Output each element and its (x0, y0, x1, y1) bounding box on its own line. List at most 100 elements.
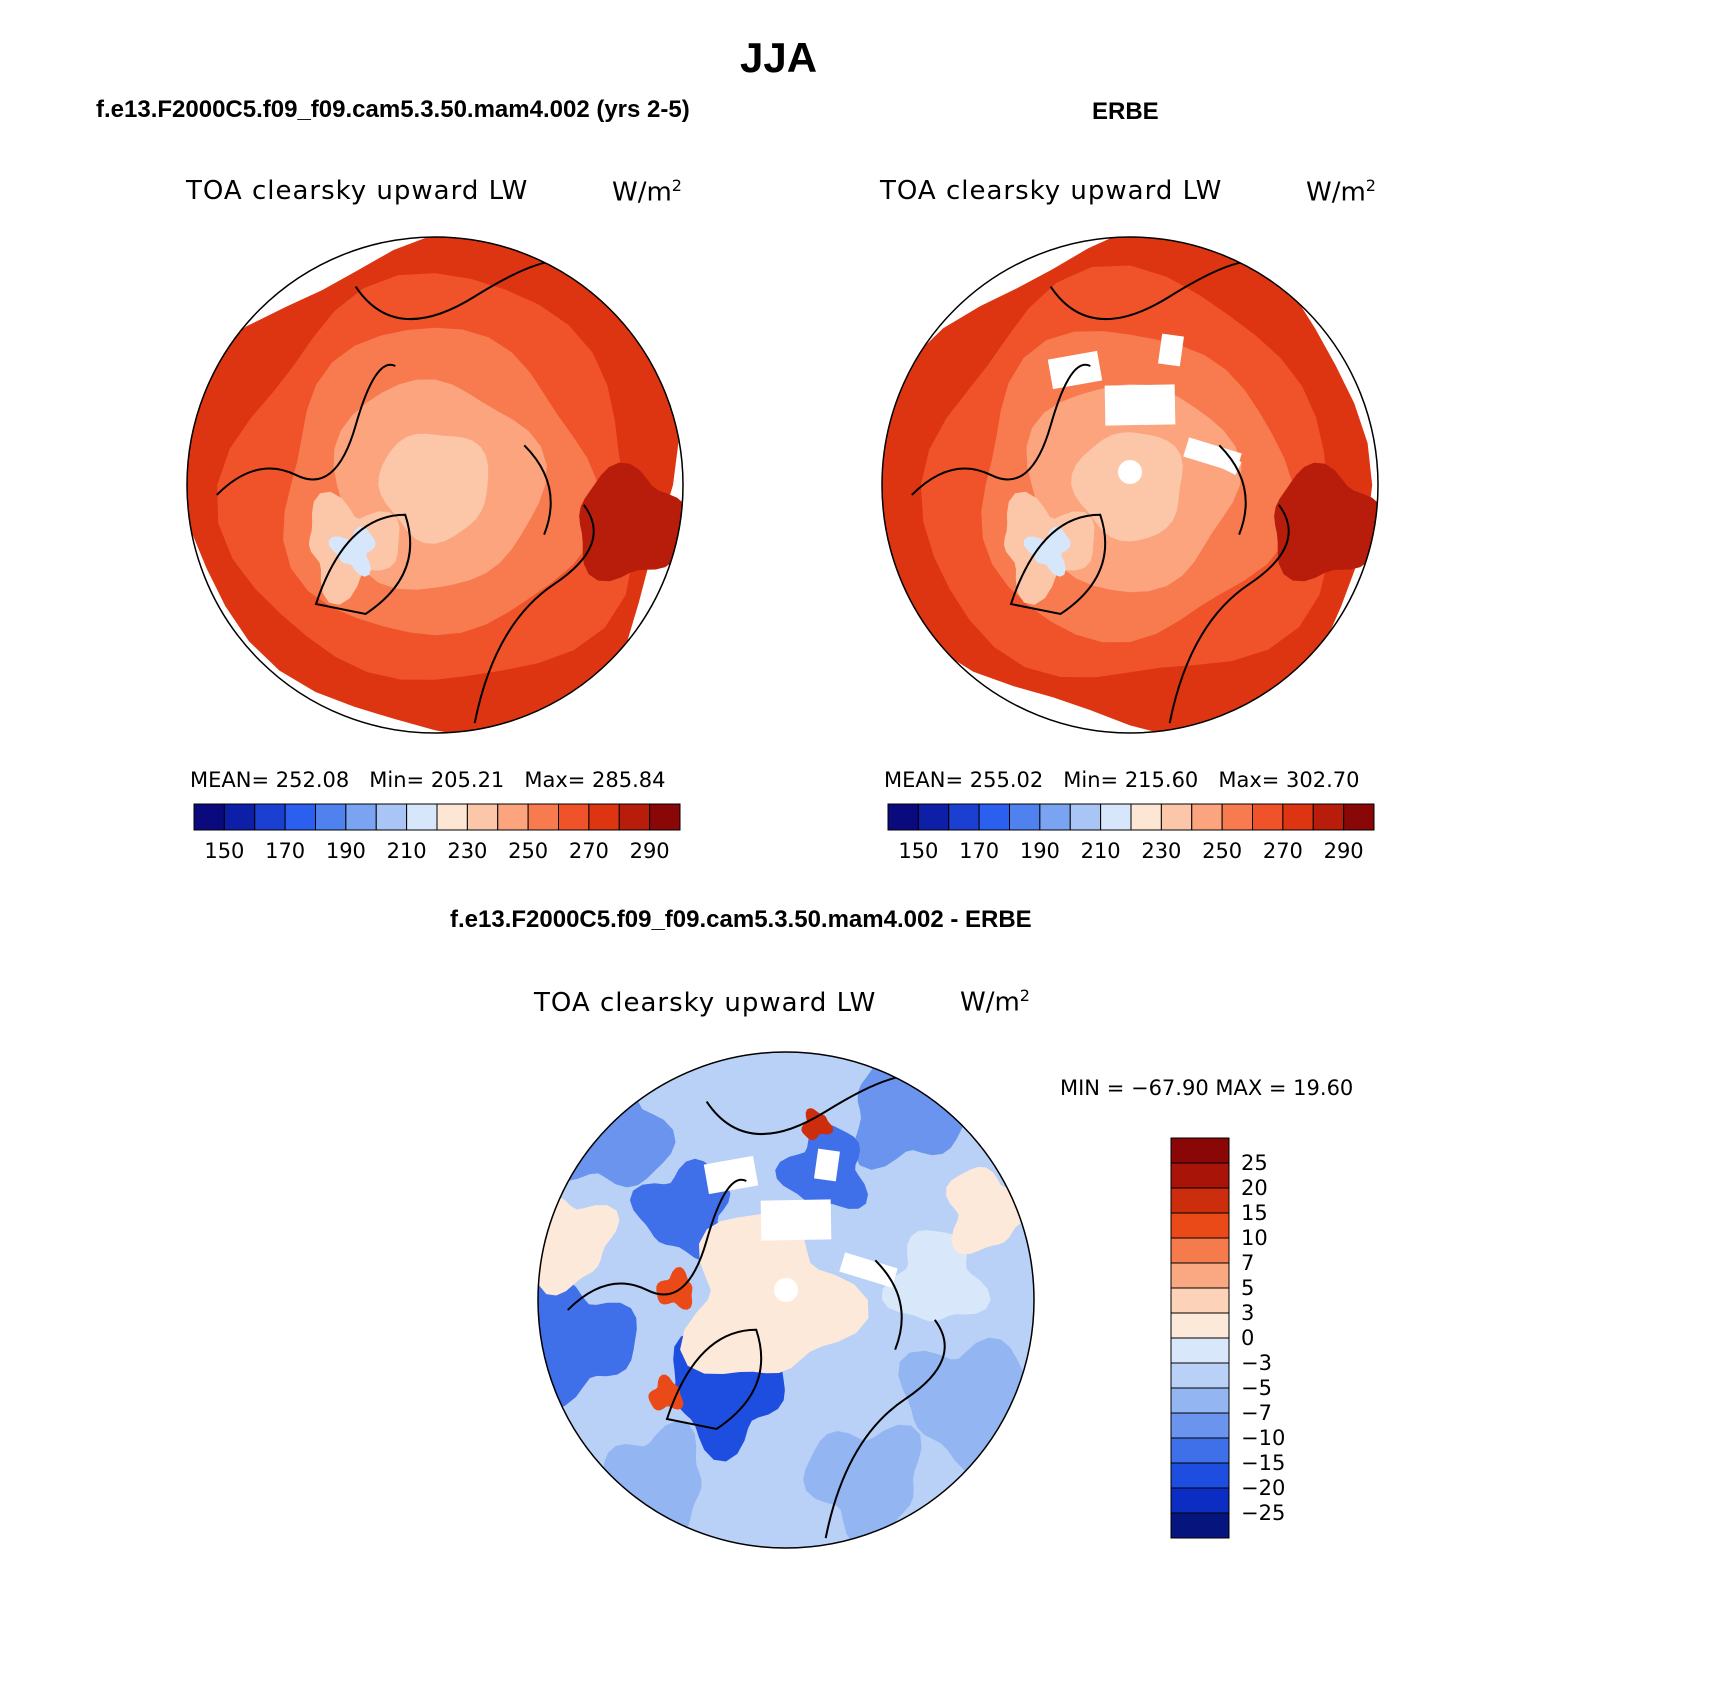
panel3-colorbar-box (1170, 1287, 1230, 1314)
panel1-colorbar-box (406, 803, 438, 831)
panel3-colorbar-box (1170, 1362, 1230, 1389)
panel3-colorbar-tick-label: −20 (1241, 1476, 1285, 1500)
panel3-units: W/m2 (960, 986, 1030, 1018)
panel2-colorbar-box (1221, 803, 1253, 831)
panel1-colorbar-box (254, 803, 286, 831)
panel2-colorbar-box (1312, 803, 1345, 831)
panel1-colorbar-tick-label: 290 (630, 839, 670, 863)
panel2-colorbar-box (1069, 803, 1102, 831)
panel3-anomaly-patch (801, 1108, 833, 1141)
panel1-colorbar-box (375, 803, 408, 831)
panel3-missing-data (760, 1199, 832, 1241)
panel3-anomaly-patch (648, 1374, 684, 1411)
panel1-units: W/m2 (612, 176, 682, 208)
panel2-colorbar-tick-label: 210 (1081, 839, 1121, 863)
panel1-coastline (216, 363, 396, 496)
panel2-colorbar-box (1252, 803, 1284, 831)
panel2-colorbar-tick-label: 150 (898, 839, 938, 863)
panel2-colorbar-box (1039, 803, 1071, 831)
panel2-min-label: Min= (1063, 768, 1119, 792)
panel1-max-value: 285.84 (592, 768, 666, 792)
panel3-colorbar-tick-label: −5 (1241, 1376, 1272, 1400)
panel3-colorbar-box (1170, 1387, 1230, 1414)
panel1-colorbar-tick-label: 250 (508, 839, 548, 863)
panel3-coastline (824, 1319, 946, 1539)
panel3-map-border (537, 1051, 1035, 1549)
panel1-colorbar-box (649, 803, 681, 831)
panel3-colorbar-box (1170, 1487, 1230, 1514)
panel3-colorbar-tick-label: 3 (1241, 1301, 1254, 1325)
panel1-colorbar-tick-label: 270 (569, 839, 609, 863)
panel3-colorbar-box (1170, 1162, 1230, 1189)
panel3-colorbar-box (1170, 1137, 1230, 1164)
panel3-missing-data (839, 1252, 898, 1288)
panel1-colorbar-box (315, 803, 347, 831)
panel1-colorbar-tick-label: 150 (204, 839, 244, 863)
panel3-colorbar-tick-label: 20 (1241, 1176, 1268, 1200)
panel1-colorbar-box (558, 803, 590, 831)
panel2-colorbar-box (1282, 803, 1314, 831)
panel2-colorbar-tick-label: 270 (1263, 839, 1303, 863)
panel3-colorbar-tick-label: 5 (1241, 1276, 1254, 1300)
panel3-colorbar-box (1170, 1237, 1230, 1264)
panel2-colorbar: 150 170 190 210 230 250 270 290 (887, 803, 1375, 863)
panel3-map (538, 1052, 1034, 1548)
panel3-pole-gap (774, 1278, 798, 1302)
panel3-anomaly-patch (803, 1424, 922, 1548)
panel2-colorbar-box (1130, 803, 1162, 831)
panel1-colorbar-box (466, 803, 499, 831)
panel2-mean-label: MEAN= (884, 768, 964, 792)
panel3-variable: TOA clearsky upward LW (534, 988, 877, 1018)
panel3-colorbar-tick-label: −3 (1241, 1351, 1272, 1375)
panel3-colorbar-box (1170, 1512, 1230, 1539)
panel1-map-border (186, 236, 684, 734)
panel3-colorbar-tick-label: 0 (1241, 1326, 1254, 1350)
panel1-colorbar-box (618, 803, 651, 831)
panel1-min-value: 205.21 (430, 768, 505, 792)
panel3-stats: MIN = −67.90 MAX = 19.60 (1060, 1076, 1354, 1100)
panel1-case-title: f.e13.F2000C5.f09_f09.cam5.3.50.mam4.002… (96, 96, 690, 123)
figure-title: JJA (740, 34, 818, 81)
panel2-map-border (881, 236, 1379, 734)
panel3-colorbar-tick-label: 10 (1241, 1226, 1268, 1250)
panel1-colorbar-box (193, 803, 225, 831)
panel2-coastline (1168, 504, 1290, 724)
panel1-map (187, 237, 683, 733)
panel3-anomaly-patch (600, 1420, 702, 1542)
panel3-coastline (874, 1259, 903, 1350)
panel3-colorbar-box (1170, 1262, 1230, 1289)
panel2-map (882, 237, 1378, 733)
panel2-max-label: Max= (1218, 768, 1280, 792)
panel2-missing-data (1104, 384, 1176, 426)
panel1-coastline (473, 504, 595, 724)
panel1-variable: TOA clearsky upward LW (186, 176, 529, 206)
panel2-colorbar-box (978, 803, 1010, 831)
panel2-colorbar-tick-label: 250 (1202, 839, 1242, 863)
panel2-coastline (1009, 513, 1107, 616)
panel3-missing-data (814, 1148, 840, 1182)
panel1-coastline (314, 513, 412, 616)
panel3-anomaly-patch (538, 1055, 676, 1188)
panel2-colorbar-box (1009, 803, 1041, 831)
panel1-mean-label: MEAN= (190, 768, 270, 792)
panel1-contour-greenland-core (328, 526, 376, 577)
panel2-missing-data (1158, 333, 1184, 367)
panel3-colorbar-box (1170, 1212, 1230, 1239)
panel2-case-title: ERBE (1092, 98, 1159, 125)
panel2-variable: TOA clearsky upward LW (880, 176, 1223, 206)
panel1-colorbar: 150 170 190 210 230 250 270 290 (193, 803, 681, 863)
panel1-coastline (523, 444, 552, 535)
panel3-anomaly-patch (680, 1213, 869, 1374)
panel2-colorbar-box (917, 803, 950, 831)
panel3-colorbar-box (1170, 1337, 1230, 1364)
panel1-min-label: Min= (369, 768, 425, 792)
panel2-colorbar-tick-label: 230 (1141, 839, 1181, 863)
panel2-colorbar-tick-label: 170 (959, 839, 999, 863)
panel2-contour-greenland-core (1023, 526, 1071, 577)
panel2-missing-data (1208, 449, 1242, 475)
panel3-colorbar-box (1170, 1187, 1230, 1214)
panel3-colorbar-tick-label: 25 (1241, 1151, 1268, 1175)
panel3-colorbar-tick-label: 7 (1241, 1251, 1254, 1275)
panel2-colorbar-tick-label: 290 (1324, 839, 1364, 863)
